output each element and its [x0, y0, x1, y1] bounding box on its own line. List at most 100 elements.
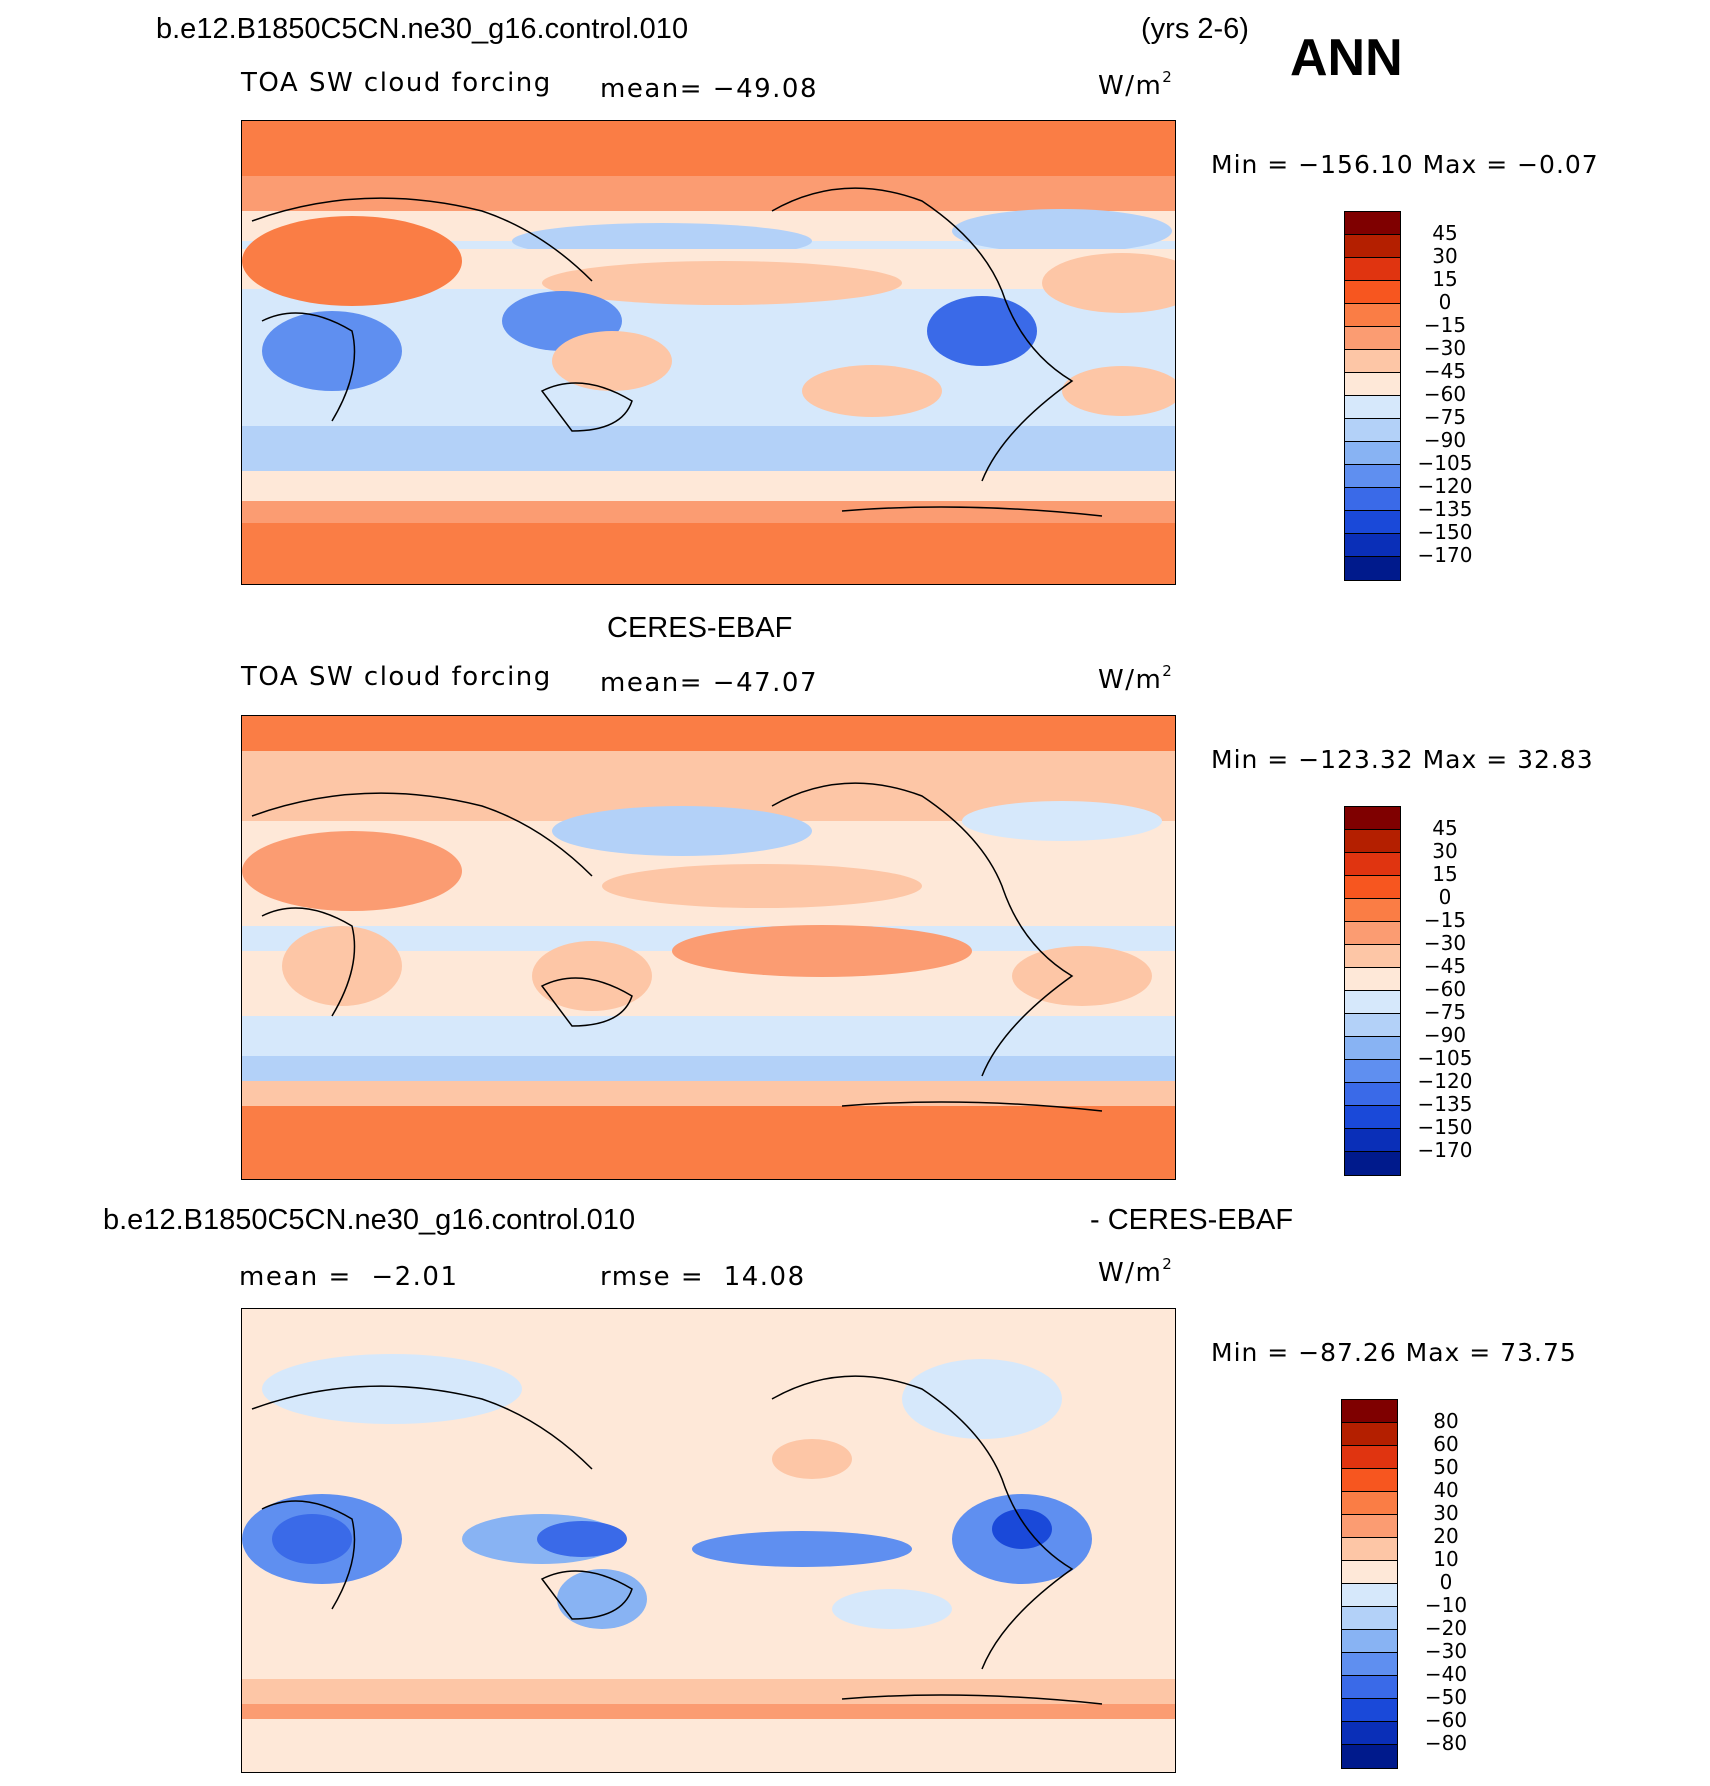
panel3-title-right: - CERES-EBAF — [1090, 1204, 1293, 1237]
colorbar-segment — [1345, 442, 1400, 465]
colorbar-segment — [1342, 1515, 1397, 1538]
colorbar-segment — [1345, 419, 1400, 442]
panel1-colorbar — [1344, 211, 1401, 581]
colorbar-segment — [1345, 488, 1400, 511]
colorbar-tick-label: 45 — [1415, 818, 1475, 838]
panel3-units-exp: 2 — [1162, 1255, 1173, 1273]
panel3-rmse-value: 14.08 — [724, 1262, 806, 1292]
colorbar-tick-label: −45 — [1415, 956, 1475, 976]
colorbar-tick-label: 0 — [1416, 1572, 1476, 1592]
colorbar-tick-label: −20 — [1416, 1618, 1476, 1638]
colorbar-segment — [1345, 511, 1400, 534]
colorbar-segment — [1345, 304, 1400, 327]
colorbar-tick-label: −60 — [1416, 1710, 1476, 1730]
colorbar-segment — [1345, 1037, 1400, 1060]
panel2-units-exp: 2 — [1162, 662, 1173, 680]
colorbar-segment — [1345, 1106, 1400, 1129]
panel1-map-field — [242, 121, 1176, 585]
case-title: b.e12.B1850C5CN.ne30_g16.control.010 — [156, 13, 688, 46]
panel1-mean: mean= −49.08 — [600, 74, 818, 104]
colorbar-tick-label: −170 — [1415, 545, 1475, 565]
panel2-title: CERES-EBAF — [607, 612, 792, 645]
panel3-mean-label: mean = — [239, 1262, 352, 1292]
colorbar-tick-label: −105 — [1415, 453, 1475, 473]
colorbar-segment — [1345, 968, 1400, 991]
colorbar-tick-label: −75 — [1415, 1002, 1475, 1022]
colorbar-tick-label: −40 — [1416, 1664, 1476, 1684]
colorbar-tick-label: −120 — [1415, 1071, 1475, 1091]
panel1-map — [241, 120, 1176, 585]
panel1-variable: TOA SW cloud forcing — [241, 68, 552, 98]
colorbar-segment — [1345, 1129, 1400, 1152]
colorbar-segment — [1345, 1152, 1400, 1175]
panel3-minmax: Min = −87.26 Max = 73.75 — [1211, 1338, 1577, 1367]
colorbar-segment — [1342, 1561, 1397, 1584]
panel1-units: W/m2 — [1098, 68, 1173, 101]
colorbar-segment — [1345, 281, 1400, 304]
colorbar-tick-label: −60 — [1415, 384, 1475, 404]
panel1-mean-label: mean= — [600, 74, 703, 104]
colorbar-segment — [1345, 557, 1400, 580]
panel2-map — [241, 715, 1176, 1180]
colorbar-segment — [1342, 1446, 1397, 1469]
colorbar-tick-label: −150 — [1415, 1117, 1475, 1137]
panel3-mean-value: −2.01 — [371, 1262, 458, 1292]
colorbar-segment — [1342, 1584, 1397, 1607]
colorbar-segment — [1342, 1538, 1397, 1561]
panel3-mean: mean = −2.01 — [239, 1262, 459, 1292]
panel2-mean: mean= −47.07 — [600, 668, 818, 698]
colorbar-segment — [1345, 465, 1400, 488]
panel3-colorbar — [1341, 1399, 1398, 1769]
colorbar-segment — [1345, 534, 1400, 557]
panel2-minmax: Min = −123.32 Max = 32.83 — [1211, 745, 1594, 774]
colorbar-tick-label: −15 — [1415, 315, 1475, 335]
colorbar-segment — [1345, 899, 1400, 922]
panel3-map-field — [242, 1309, 1176, 1773]
colorbar-segment — [1345, 258, 1400, 281]
colorbar-tick-label: 0 — [1415, 887, 1475, 907]
panel2-variable: TOA SW cloud forcing — [241, 662, 552, 692]
colorbar-segment — [1342, 1469, 1397, 1492]
colorbar-segment — [1342, 1722, 1397, 1745]
panel2-colorbar — [1344, 806, 1401, 1176]
colorbar-tick-label: 50 — [1416, 1457, 1476, 1477]
colorbar-segment — [1345, 830, 1400, 853]
colorbar-segment — [1345, 807, 1400, 830]
colorbar-tick-label: −150 — [1415, 522, 1475, 542]
colorbar-segment — [1345, 235, 1400, 258]
colorbar-segment — [1345, 853, 1400, 876]
colorbar-tick-label: 45 — [1415, 223, 1475, 243]
panel1-mean-value: −49.08 — [713, 74, 818, 104]
panel2-mean-label: mean= — [600, 668, 703, 698]
colorbar-tick-label: −105 — [1415, 1048, 1475, 1068]
panel2-map-field — [242, 716, 1176, 1180]
colorbar-tick-label: −30 — [1415, 933, 1475, 953]
colorbar-tick-label: 15 — [1415, 864, 1475, 884]
colorbar-tick-label: 20 — [1416, 1526, 1476, 1546]
colorbar-segment — [1345, 350, 1400, 373]
colorbar-segment — [1345, 991, 1400, 1014]
colorbar-segment — [1345, 212, 1400, 235]
colorbar-tick-label: 10 — [1416, 1549, 1476, 1569]
colorbar-tick-label: 0 — [1415, 292, 1475, 312]
panel3-rmse-label: rmse = — [600, 1262, 704, 1292]
colorbar-tick-label: 15 — [1415, 269, 1475, 289]
colorbar-tick-label: −60 — [1415, 979, 1475, 999]
colorbar-segment — [1345, 327, 1400, 350]
colorbar-tick-label: 30 — [1415, 246, 1475, 266]
panel3-units-text: W/m — [1098, 1258, 1162, 1288]
panel3-title-left: b.e12.B1850C5CN.ne30_g16.control.010 — [103, 1204, 635, 1237]
colorbar-tick-label: −90 — [1415, 430, 1475, 450]
colorbar-tick-label: −30 — [1415, 338, 1475, 358]
colorbar-tick-label: −30 — [1416, 1641, 1476, 1661]
panel3-map — [241, 1308, 1176, 1773]
panel1-minmax: Min = −156.10 Max = −0.07 — [1211, 150, 1599, 179]
panel2-mean-value: −47.07 — [713, 668, 818, 698]
colorbar-segment — [1345, 1060, 1400, 1083]
colorbar-segment — [1342, 1400, 1397, 1423]
panel2-units: W/m2 — [1098, 662, 1173, 695]
colorbar-tick-label: −75 — [1415, 407, 1475, 427]
colorbar-tick-label: −170 — [1415, 1140, 1475, 1160]
colorbar-segment — [1345, 922, 1400, 945]
panel1-units-text: W/m — [1098, 71, 1162, 101]
